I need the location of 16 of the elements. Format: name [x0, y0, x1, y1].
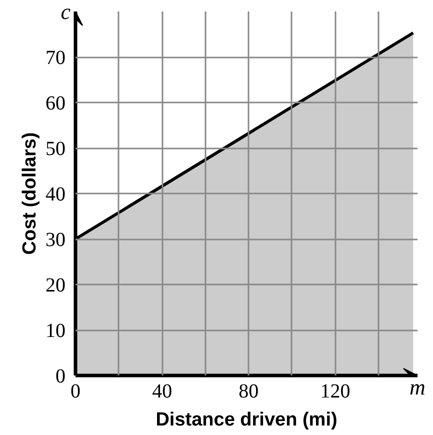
x-axis-title: Distance driven (mi): [156, 410, 338, 430]
y-tick-label: 70: [46, 47, 66, 69]
x-tick-label: 80: [238, 380, 259, 402]
x-tick-label: 0: [70, 380, 80, 402]
y-tick-label: 40: [46, 184, 66, 206]
text: c: [60, 0, 71, 24]
y-tick-label: 50: [46, 138, 66, 160]
y-tick-label: 60: [46, 92, 66, 114]
y-tick-label: 10: [46, 320, 66, 342]
y-tick-label: 0: [56, 366, 66, 388]
y-axis-title: Cost (dollars): [20, 132, 40, 255]
y-tick-label: 20: [46, 274, 66, 296]
x-tick-label: 120: [320, 380, 350, 402]
y-tick-label: 30: [46, 229, 66, 251]
annotation: m: [410, 374, 426, 400]
x-tick-label: 40: [152, 380, 172, 402]
